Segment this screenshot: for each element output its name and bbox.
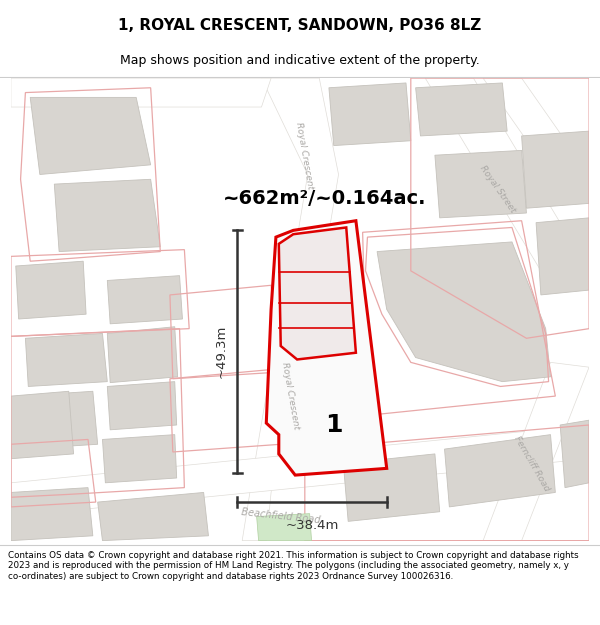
Polygon shape xyxy=(560,420,589,488)
Polygon shape xyxy=(54,179,160,251)
Polygon shape xyxy=(279,228,356,359)
Text: ~662m²/~0.164ac.: ~662m²/~0.164ac. xyxy=(223,189,427,208)
Polygon shape xyxy=(98,492,208,541)
Polygon shape xyxy=(11,78,271,107)
Polygon shape xyxy=(16,261,86,319)
Polygon shape xyxy=(521,131,589,208)
Polygon shape xyxy=(266,221,387,475)
Polygon shape xyxy=(11,488,93,541)
Text: 1, ROYAL CRESCENT, SANDOWN, PO36 8LZ: 1, ROYAL CRESCENT, SANDOWN, PO36 8LZ xyxy=(118,18,482,32)
Polygon shape xyxy=(416,83,507,136)
Polygon shape xyxy=(107,327,178,382)
Text: ~38.4m: ~38.4m xyxy=(286,519,339,532)
Text: Beachfield Road: Beachfield Road xyxy=(241,508,321,526)
Polygon shape xyxy=(483,362,589,541)
Text: 1: 1 xyxy=(325,413,343,437)
Polygon shape xyxy=(11,391,74,459)
Polygon shape xyxy=(343,454,440,521)
Polygon shape xyxy=(425,78,589,271)
Text: Ferncliff Road: Ferncliff Road xyxy=(512,434,551,492)
Polygon shape xyxy=(103,434,176,482)
Polygon shape xyxy=(11,425,589,516)
Polygon shape xyxy=(435,151,526,218)
Polygon shape xyxy=(242,78,338,541)
Polygon shape xyxy=(107,382,176,430)
Polygon shape xyxy=(107,276,182,324)
Text: Map shows position and indicative extent of the property.: Map shows position and indicative extent… xyxy=(120,54,480,68)
Polygon shape xyxy=(483,78,589,174)
Text: Contains OS data © Crown copyright and database right 2021. This information is : Contains OS data © Crown copyright and d… xyxy=(8,551,578,581)
Text: Royal Street: Royal Street xyxy=(478,164,517,214)
Text: Royal Crescent: Royal Crescent xyxy=(280,362,301,431)
Polygon shape xyxy=(536,218,589,295)
Polygon shape xyxy=(445,434,556,507)
Polygon shape xyxy=(329,83,411,146)
Polygon shape xyxy=(30,98,151,174)
Polygon shape xyxy=(20,391,98,449)
Polygon shape xyxy=(377,242,551,382)
Text: ~49.3m: ~49.3m xyxy=(215,325,228,379)
Text: Royal Crescent: Royal Crescent xyxy=(293,121,314,189)
Polygon shape xyxy=(257,514,311,541)
Polygon shape xyxy=(25,334,107,386)
